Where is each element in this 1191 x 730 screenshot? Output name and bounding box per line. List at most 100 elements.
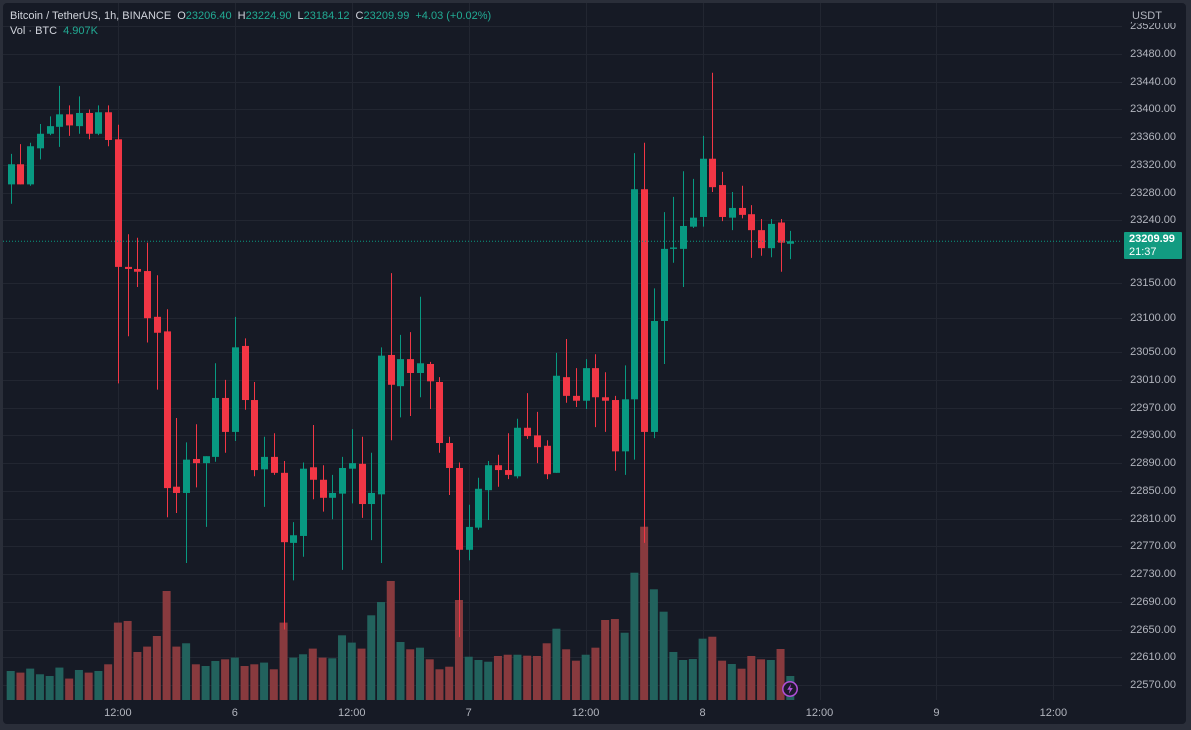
- candle[interactable]: [232, 316, 239, 441]
- candle[interactable]: [300, 462, 307, 557]
- candle[interactable]: [339, 456, 346, 570]
- volume-bar[interactable]: [386, 580, 395, 700]
- volume-bar[interactable]: [757, 659, 766, 700]
- volume-bar[interactable]: [250, 664, 259, 700]
- candle[interactable]: [778, 219, 785, 272]
- volume-bar[interactable]: [123, 620, 132, 700]
- candle[interactable]: [700, 135, 707, 227]
- candle[interactable]: [359, 436, 366, 518]
- candle[interactable]: [787, 230, 794, 260]
- candle[interactable]: [368, 452, 375, 541]
- candle[interactable]: [281, 461, 288, 630]
- candle[interactable]: [417, 296, 424, 398]
- volume-bar[interactable]: [45, 675, 54, 700]
- volume-bar[interactable]: [289, 657, 298, 700]
- candle[interactable]: [768, 219, 775, 258]
- candle[interactable]: [495, 454, 502, 487]
- candle[interactable]: [475, 477, 482, 530]
- candle[interactable]: [397, 334, 404, 418]
- candle[interactable]: [748, 205, 755, 258]
- candle[interactable]: [290, 522, 297, 581]
- candle[interactable]: [56, 85, 63, 147]
- candle[interactable]: [466, 504, 473, 561]
- volume-bar[interactable]: [367, 615, 376, 700]
- volume-bar[interactable]: [591, 647, 600, 700]
- volume-bar[interactable]: [601, 620, 610, 700]
- volume-bar[interactable]: [464, 656, 473, 700]
- candle[interactable]: [553, 352, 560, 473]
- volume-bar[interactable]: [35, 674, 44, 700]
- volume-bar[interactable]: [610, 619, 619, 700]
- candle[interactable]: [95, 105, 102, 136]
- volume-bar[interactable]: [65, 678, 74, 700]
- volume-bar[interactable]: [727, 664, 736, 700]
- volume-bar[interactable]: [191, 664, 200, 700]
- volume-bar[interactable]: [84, 672, 93, 700]
- volume-bar[interactable]: [104, 664, 113, 700]
- volume-bar[interactable]: [474, 660, 483, 700]
- candle[interactable]: [251, 382, 258, 477]
- volume-bar[interactable]: [620, 632, 629, 700]
- candle[interactable]: [320, 465, 327, 512]
- candle[interactable]: [349, 429, 356, 504]
- candle[interactable]: [446, 436, 453, 496]
- candle[interactable]: [524, 393, 531, 439]
- volume-bar[interactable]: [182, 643, 191, 700]
- volume-bar[interactable]: [318, 657, 327, 700]
- volume-bar[interactable]: [74, 669, 83, 700]
- volume-bar[interactable]: [688, 659, 697, 700]
- axis-currency-label[interactable]: USDT: [1132, 10, 1182, 23]
- volume-bar[interactable]: [211, 660, 220, 700]
- volume-bar[interactable]: [308, 648, 317, 700]
- candle[interactable]: [66, 105, 73, 136]
- time-axis[interactable]: 12:00 6 12:00 7 12:00 8 12:00 9 12:00: [0, 700, 1122, 724]
- volume-bar[interactable]: [630, 572, 639, 700]
- candle[interactable]: [680, 171, 687, 287]
- volume-bar[interactable]: [766, 660, 775, 700]
- candle[interactable]: [739, 185, 746, 219]
- volume-bar[interactable]: [425, 659, 434, 700]
- volume-bar[interactable]: [55, 667, 64, 700]
- volume-bar[interactable]: [552, 628, 561, 700]
- volume-bar[interactable]: [172, 646, 181, 700]
- volume-bar[interactable]: [659, 611, 668, 700]
- candle[interactable]: [154, 275, 161, 390]
- volume-bar[interactable]: [260, 662, 269, 700]
- volume-bar[interactable]: [454, 600, 463, 700]
- candle[interactable]: [310, 424, 317, 500]
- candle[interactable]: [631, 153, 638, 460]
- symbol-title[interactable]: Bitcoin / TetherUS, 1h, BINANCE: [10, 10, 172, 22]
- volume-bar[interactable]: [162, 591, 171, 700]
- candle[interactable]: [242, 338, 249, 410]
- candle[interactable]: [729, 192, 736, 231]
- lightning-icon[interactable]: [781, 680, 799, 698]
- volume-bar[interactable]: [357, 648, 366, 700]
- candle[interactable]: [485, 461, 492, 520]
- volume-bar[interactable]: [503, 654, 512, 700]
- volume-bar[interactable]: [347, 642, 356, 700]
- volume-bar[interactable]: [143, 646, 152, 700]
- candle[interactable]: [544, 440, 551, 480]
- candle[interactable]: [86, 109, 93, 140]
- volume-bar[interactable]: [377, 602, 386, 700]
- candle[interactable]: [115, 124, 122, 384]
- candle[interactable]: [563, 339, 570, 403]
- candle[interactable]: [583, 359, 590, 410]
- volume-bar[interactable]: [16, 672, 25, 700]
- candle[interactable]: [407, 332, 414, 416]
- candle[interactable]: [622, 365, 629, 475]
- candle[interactable]: [105, 105, 112, 147]
- volume-bar[interactable]: [338, 635, 347, 700]
- volume-bar[interactable]: [133, 651, 142, 700]
- volume-bar[interactable]: [513, 654, 522, 700]
- candle[interactable]: [670, 196, 677, 263]
- candle[interactable]: [592, 354, 599, 428]
- volume-bar[interactable]: [328, 658, 337, 700]
- volume-bar[interactable]: [152, 635, 161, 700]
- candle[interactable]: [534, 411, 541, 464]
- candle[interactable]: [573, 368, 580, 407]
- candle[interactable]: [212, 363, 219, 462]
- candle[interactable]: [651, 288, 658, 439]
- volume-bar[interactable]: [649, 589, 658, 700]
- candle[interactable]: [261, 436, 268, 507]
